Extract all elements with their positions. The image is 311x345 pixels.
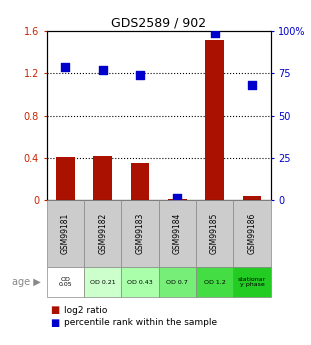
Text: GSM99182: GSM99182 [98,213,107,254]
Text: OD 0.7: OD 0.7 [166,279,188,285]
Point [175,196,180,201]
Text: GSM99181: GSM99181 [61,213,70,254]
Text: GSM99186: GSM99186 [248,213,256,254]
Bar [243,196,261,200]
Point [137,72,142,78]
Point [63,64,68,69]
Text: GSM99184: GSM99184 [173,213,182,254]
Text: stationar
y phase: stationar y phase [238,277,266,287]
Bar [93,156,112,200]
Point [212,30,217,36]
Text: GSM99185: GSM99185 [210,213,219,254]
Text: OD
0.05: OD 0.05 [58,277,72,287]
Text: log2 ratio: log2 ratio [64,306,107,315]
Bar [56,157,75,200]
Bar [168,199,187,200]
Text: GSM99183: GSM99183 [136,213,144,254]
Text: ■: ■ [50,306,59,315]
Title: GDS2589 / 902: GDS2589 / 902 [111,17,206,30]
Text: age ▶: age ▶ [12,277,40,287]
Point [100,67,105,73]
Bar [205,40,224,200]
Text: OD 0.43: OD 0.43 [127,279,153,285]
Point [249,82,254,88]
Bar [131,163,149,200]
Text: percentile rank within the sample: percentile rank within the sample [64,318,217,327]
Text: OD 0.21: OD 0.21 [90,279,115,285]
Text: ■: ■ [50,318,59,327]
Text: OD 1.2: OD 1.2 [204,279,225,285]
